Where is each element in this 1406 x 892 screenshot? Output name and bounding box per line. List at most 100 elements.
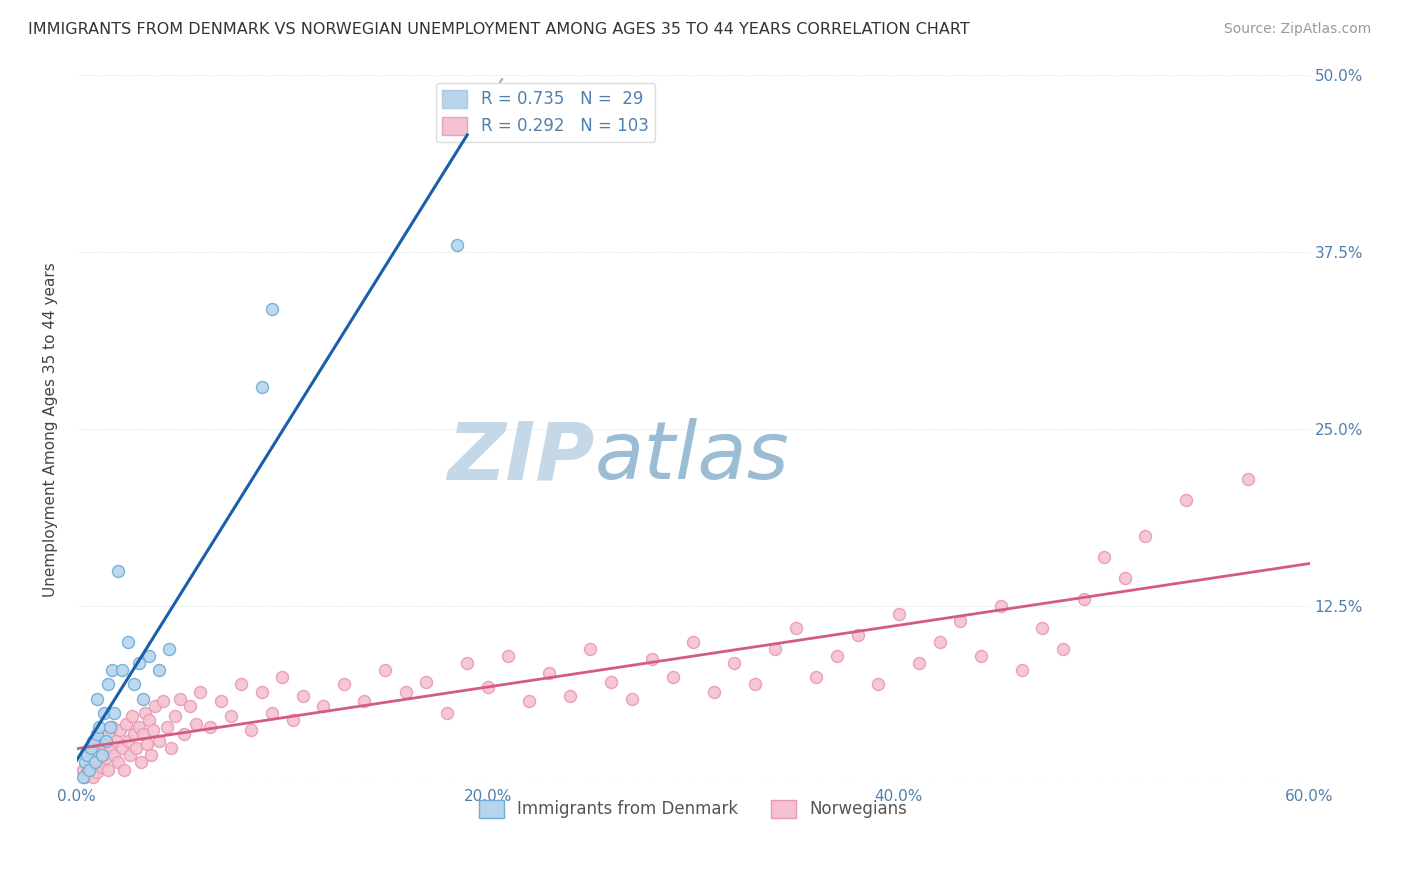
Text: IMMIGRANTS FROM DENMARK VS NORWEGIAN UNEMPLOYMENT AMONG AGES 35 TO 44 YEARS CORR: IMMIGRANTS FROM DENMARK VS NORWEGIAN UNE… bbox=[28, 22, 970, 37]
Point bbox=[115, 717, 138, 731]
Point bbox=[131, 727, 153, 741]
Point bbox=[103, 706, 125, 720]
Point bbox=[1237, 472, 1260, 486]
Point bbox=[169, 691, 191, 706]
Point bbox=[97, 763, 120, 777]
Point bbox=[98, 741, 121, 756]
Point bbox=[86, 727, 108, 741]
Point bbox=[94, 751, 117, 765]
Point bbox=[107, 756, 129, 770]
Y-axis label: Unemployment Among Ages 35 to 44 years: Unemployment Among Ages 35 to 44 years bbox=[44, 261, 58, 597]
Point bbox=[138, 713, 160, 727]
Point bbox=[1031, 621, 1053, 635]
Point bbox=[173, 727, 195, 741]
Point bbox=[1011, 663, 1033, 677]
Point bbox=[641, 652, 664, 666]
Point bbox=[72, 770, 94, 784]
Point bbox=[77, 763, 100, 777]
Point bbox=[86, 765, 108, 780]
Legend: Immigrants from Denmark, Norwegians: Immigrants from Denmark, Norwegians bbox=[472, 793, 914, 825]
Point bbox=[135, 737, 157, 751]
Point bbox=[160, 741, 183, 756]
Point bbox=[117, 635, 139, 649]
Point bbox=[990, 599, 1012, 614]
Text: Source: ZipAtlas.com: Source: ZipAtlas.com bbox=[1223, 22, 1371, 37]
Point bbox=[846, 628, 869, 642]
Point bbox=[76, 765, 98, 780]
Point bbox=[374, 663, 396, 677]
Point bbox=[90, 748, 112, 763]
Point bbox=[84, 756, 107, 770]
Point bbox=[200, 720, 222, 734]
Point bbox=[94, 734, 117, 748]
Point bbox=[312, 698, 335, 713]
Point bbox=[456, 656, 478, 670]
Point bbox=[661, 670, 683, 684]
Point bbox=[93, 706, 115, 720]
Point bbox=[80, 741, 103, 756]
Point bbox=[117, 734, 139, 748]
Point bbox=[179, 698, 201, 713]
Point bbox=[184, 717, 207, 731]
Point bbox=[353, 694, 375, 708]
Point bbox=[86, 691, 108, 706]
Point bbox=[271, 670, 294, 684]
Point bbox=[148, 663, 170, 677]
Point bbox=[260, 301, 283, 316]
Point bbox=[703, 684, 725, 698]
Point bbox=[785, 621, 807, 635]
Point bbox=[104, 734, 127, 748]
Point bbox=[209, 694, 232, 708]
Point bbox=[908, 656, 931, 670]
Point bbox=[148, 734, 170, 748]
Point bbox=[477, 680, 499, 694]
Point bbox=[1114, 571, 1136, 585]
Text: atlas: atlas bbox=[595, 418, 789, 497]
Point bbox=[240, 723, 263, 737]
Point bbox=[107, 564, 129, 578]
Point bbox=[415, 674, 437, 689]
Point bbox=[291, 689, 314, 703]
Point bbox=[131, 691, 153, 706]
Point bbox=[1052, 642, 1074, 657]
Point bbox=[128, 720, 150, 734]
Point bbox=[1175, 493, 1198, 508]
Point bbox=[111, 663, 134, 677]
Point bbox=[139, 748, 162, 763]
Point bbox=[98, 720, 121, 734]
Point bbox=[517, 694, 540, 708]
Point bbox=[744, 677, 766, 691]
Point bbox=[143, 698, 166, 713]
Point bbox=[72, 763, 94, 777]
Point bbox=[250, 684, 273, 698]
Point bbox=[75, 770, 97, 784]
Point bbox=[121, 708, 143, 723]
Point bbox=[188, 684, 211, 698]
Point bbox=[682, 635, 704, 649]
Point bbox=[333, 677, 356, 691]
Point bbox=[128, 656, 150, 670]
Point bbox=[77, 756, 100, 770]
Point bbox=[84, 751, 107, 765]
Point bbox=[1092, 549, 1115, 564]
Point bbox=[446, 237, 468, 252]
Point bbox=[112, 763, 135, 777]
Point bbox=[887, 607, 910, 621]
Text: ZIP: ZIP bbox=[447, 418, 595, 497]
Point bbox=[124, 727, 146, 741]
Point bbox=[394, 684, 416, 698]
Point bbox=[600, 674, 623, 689]
Point bbox=[93, 737, 115, 751]
Point bbox=[80, 763, 103, 777]
Point bbox=[82, 734, 104, 748]
Point bbox=[928, 635, 950, 649]
Point bbox=[156, 720, 179, 734]
Point bbox=[111, 741, 134, 756]
Point bbox=[142, 723, 165, 737]
Point bbox=[579, 642, 602, 657]
Point bbox=[90, 760, 112, 774]
Point bbox=[134, 706, 156, 720]
Point bbox=[89, 720, 111, 734]
Point bbox=[620, 691, 643, 706]
Point bbox=[101, 720, 124, 734]
